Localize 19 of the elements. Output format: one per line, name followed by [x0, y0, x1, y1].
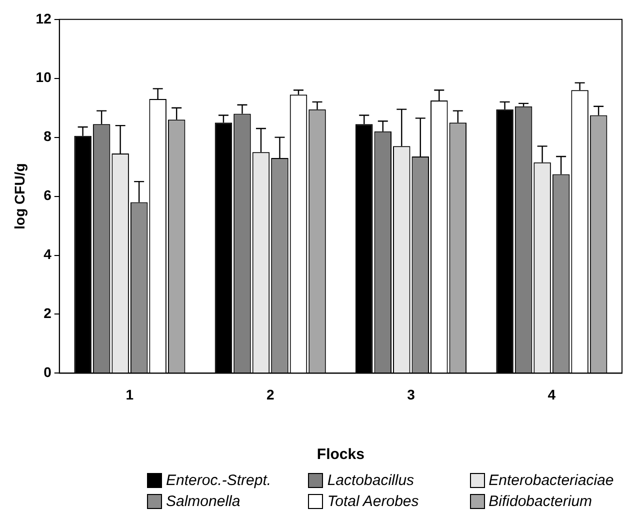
x-axis-title: Flocks [316, 446, 364, 464]
y-tick-label: 10 [36, 69, 52, 86]
x-tick-label: 1 [126, 386, 134, 402]
legend-label: Salmonella [166, 493, 240, 510]
legend-label: Bifidobacterium [488, 493, 592, 510]
legend-label: Total Aerobes [327, 493, 419, 510]
y-tick-label: 4 [44, 246, 52, 262]
y-tick-label: 12 [36, 10, 52, 26]
y-tick-label: 6 [44, 187, 52, 204]
legend-label: Enteroc.-Strept. [166, 472, 272, 489]
y-tick-label: 0 [44, 364, 52, 380]
legend-label: Lactobacillus [327, 472, 414, 489]
y-tick-label: 8 [44, 128, 52, 144]
legend-label: Enterobacteriaciae [488, 472, 614, 489]
y-axis-title: log CFU/g [11, 163, 28, 230]
x-tick-label: 2 [266, 386, 274, 402]
x-tick-label: 3 [407, 386, 416, 402]
y-tick-label: 2 [44, 305, 52, 322]
x-tick-label: 4 [548, 386, 556, 402]
